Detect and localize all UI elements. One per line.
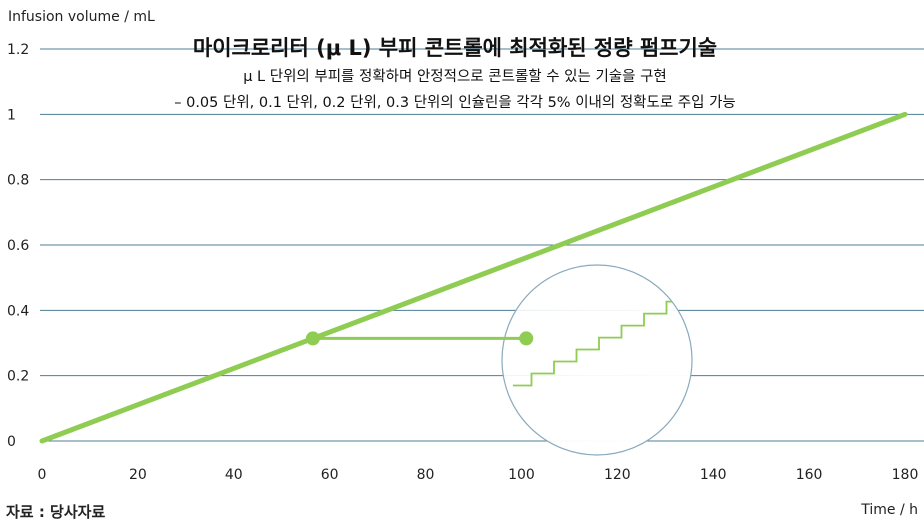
- x-tick-label-4: 80: [417, 467, 435, 483]
- source-note: 자료 : 당사자료: [6, 503, 105, 520]
- zoom-inset-background: [502, 265, 692, 455]
- x-tick-label-0: 0: [38, 467, 47, 483]
- x-tick-label-6: 120: [604, 467, 631, 483]
- x-tick-label-5: 100: [508, 467, 535, 483]
- x-tick-label-9: 180: [892, 467, 919, 483]
- y-tick-label-4: 0.8: [7, 173, 29, 189]
- x-tick-label-1: 20: [129, 467, 147, 483]
- chart-subtitle-line-2: – 0.05 단위, 0.1 단위, 0.2 단위, 0.3 단위의 인슐린을 …: [174, 94, 736, 111]
- y-tick-label-1: 0.2: [7, 369, 29, 385]
- y-axis-label: Infusion volume / mL: [8, 9, 155, 25]
- x-tick-label-7: 140: [700, 467, 727, 483]
- chart-subtitle-line-1: μ L 단위의 부피를 정확하며 안정적으로 콘트롤할 수 있는 기술을 구현: [243, 68, 667, 85]
- y-tick-label-3: 0.6: [7, 238, 29, 254]
- callout-point: [305, 331, 320, 346]
- y-tick-label-0: 0: [7, 434, 16, 450]
- x-tick-label-3: 60: [321, 467, 339, 483]
- y-tick-label-5: 1: [7, 107, 16, 123]
- callout-connector-end: [519, 331, 534, 346]
- y-tick-label-2: 0.4: [7, 303, 29, 319]
- zoom-inset-border: [501, 264, 693, 456]
- zoom-inset: [501, 264, 693, 456]
- y-tick-label-6: 1.2: [7, 42, 29, 58]
- x-axis-label: Time / h: [860, 502, 918, 518]
- y-gridlines: [40, 48, 924, 442]
- x-tick-label-8: 160: [796, 467, 823, 483]
- infusion-line: [39, 111, 908, 444]
- x-tick-labels: 0 20 40 60 80 100 120 140 160 180: [38, 467, 919, 483]
- x-tick-label-2: 40: [225, 467, 243, 483]
- chart-title: 마이크로리터 (μ L) 부피 콘트롤에 최적화된 정량 펌프기술: [193, 36, 717, 60]
- y-tick-labels: 0 0.2 0.4 0.6 0.8 1 1.2: [7, 42, 29, 450]
